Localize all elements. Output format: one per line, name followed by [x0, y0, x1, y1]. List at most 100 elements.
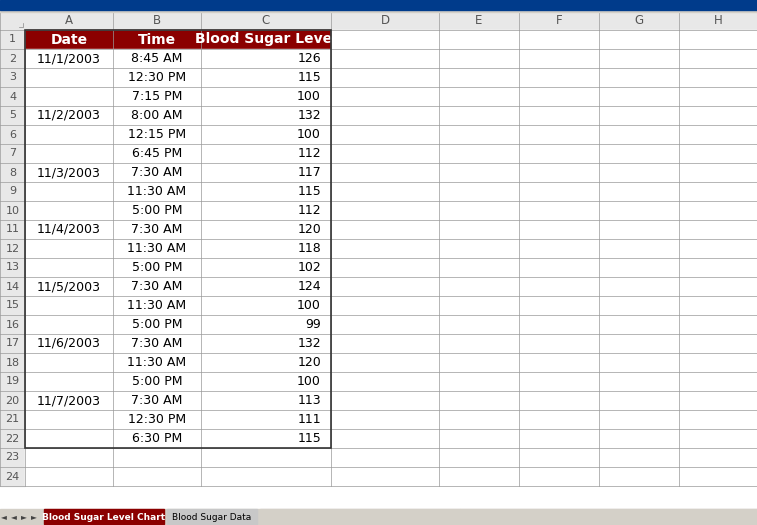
Bar — [0, 372, 25, 391]
Bar — [25, 258, 113, 277]
Bar — [25, 182, 113, 201]
Text: 7:30 AM: 7:30 AM — [131, 394, 182, 407]
Bar — [599, 353, 679, 372]
Bar — [25, 296, 113, 315]
Bar — [113, 296, 201, 315]
Bar — [679, 258, 757, 277]
Text: C: C — [262, 15, 270, 27]
Bar — [439, 220, 519, 239]
Bar — [519, 315, 599, 334]
Bar — [167, 509, 257, 524]
Bar — [25, 49, 113, 68]
Bar — [260, 509, 460, 524]
Bar — [599, 220, 679, 239]
Text: 112: 112 — [298, 204, 321, 217]
Bar — [519, 296, 599, 315]
Bar — [519, 239, 599, 258]
Bar — [331, 68, 439, 87]
Text: 6:30 PM: 6:30 PM — [132, 432, 182, 445]
Bar — [599, 30, 679, 49]
Bar — [439, 68, 519, 87]
Text: Time: Time — [138, 33, 176, 47]
Text: 7:30 AM: 7:30 AM — [131, 337, 182, 350]
Bar — [0, 0, 757, 12]
Text: 13: 13 — [5, 262, 20, 272]
Bar — [679, 448, 757, 467]
Bar — [679, 220, 757, 239]
Bar — [25, 106, 113, 125]
Bar — [0, 201, 25, 220]
Bar — [113, 125, 201, 144]
Bar — [113, 163, 201, 182]
Bar — [679, 144, 757, 163]
Bar — [201, 220, 331, 239]
Text: 5: 5 — [9, 110, 16, 121]
Bar — [331, 49, 439, 68]
Bar — [0, 353, 25, 372]
Bar — [331, 201, 439, 220]
Bar — [0, 258, 25, 277]
Text: 100: 100 — [298, 299, 321, 312]
Bar — [201, 144, 331, 163]
Bar — [201, 353, 331, 372]
Bar — [439, 239, 519, 258]
Bar — [439, 334, 519, 353]
Bar — [519, 201, 599, 220]
Bar — [679, 239, 757, 258]
Text: 3: 3 — [9, 72, 16, 82]
Bar — [519, 448, 599, 467]
Text: 5:00 PM: 5:00 PM — [132, 375, 182, 388]
Bar — [599, 315, 679, 334]
Text: A: A — [65, 15, 73, 27]
Bar — [113, 391, 201, 410]
Text: Date: Date — [51, 33, 88, 47]
Bar — [519, 353, 599, 372]
Text: 5:00 PM: 5:00 PM — [132, 261, 182, 274]
Text: B: B — [153, 15, 161, 27]
Bar — [439, 372, 519, 391]
Bar — [439, 201, 519, 220]
Bar — [331, 125, 439, 144]
Bar — [519, 49, 599, 68]
Text: 12: 12 — [5, 244, 20, 254]
Bar — [439, 353, 519, 372]
Bar — [599, 448, 679, 467]
Text: 11:30 AM: 11:30 AM — [127, 356, 186, 369]
Text: 115: 115 — [298, 185, 321, 198]
Text: 8:00 AM: 8:00 AM — [131, 109, 182, 122]
Text: 20: 20 — [5, 395, 20, 405]
Text: 11/6/2003: 11/6/2003 — [37, 337, 101, 350]
Bar — [331, 277, 439, 296]
Bar — [25, 429, 113, 448]
Bar — [113, 334, 201, 353]
Bar — [519, 68, 599, 87]
Text: 11:30 AM: 11:30 AM — [127, 185, 186, 198]
Bar — [331, 296, 439, 315]
Bar — [25, 201, 113, 220]
Text: 102: 102 — [298, 261, 321, 274]
Bar — [0, 509, 757, 525]
Bar — [113, 49, 201, 68]
Text: E: E — [475, 15, 483, 27]
Bar — [25, 391, 113, 410]
Bar — [439, 429, 519, 448]
Bar — [113, 429, 201, 448]
Bar — [331, 467, 439, 486]
Bar — [201, 334, 331, 353]
Bar — [599, 106, 679, 125]
Text: 100: 100 — [298, 90, 321, 103]
Bar — [0, 87, 25, 106]
Bar — [0, 0, 757, 12]
Text: 8:45 AM: 8:45 AM — [131, 52, 182, 65]
Bar — [439, 106, 519, 125]
Bar — [679, 106, 757, 125]
Bar — [113, 106, 201, 125]
Bar — [679, 125, 757, 144]
Bar — [201, 201, 331, 220]
Text: ◄: ◄ — [11, 512, 17, 521]
Text: 100: 100 — [298, 375, 321, 388]
Bar — [25, 410, 113, 429]
Text: G: G — [634, 15, 643, 27]
Bar — [25, 353, 113, 372]
Bar — [0, 429, 25, 448]
